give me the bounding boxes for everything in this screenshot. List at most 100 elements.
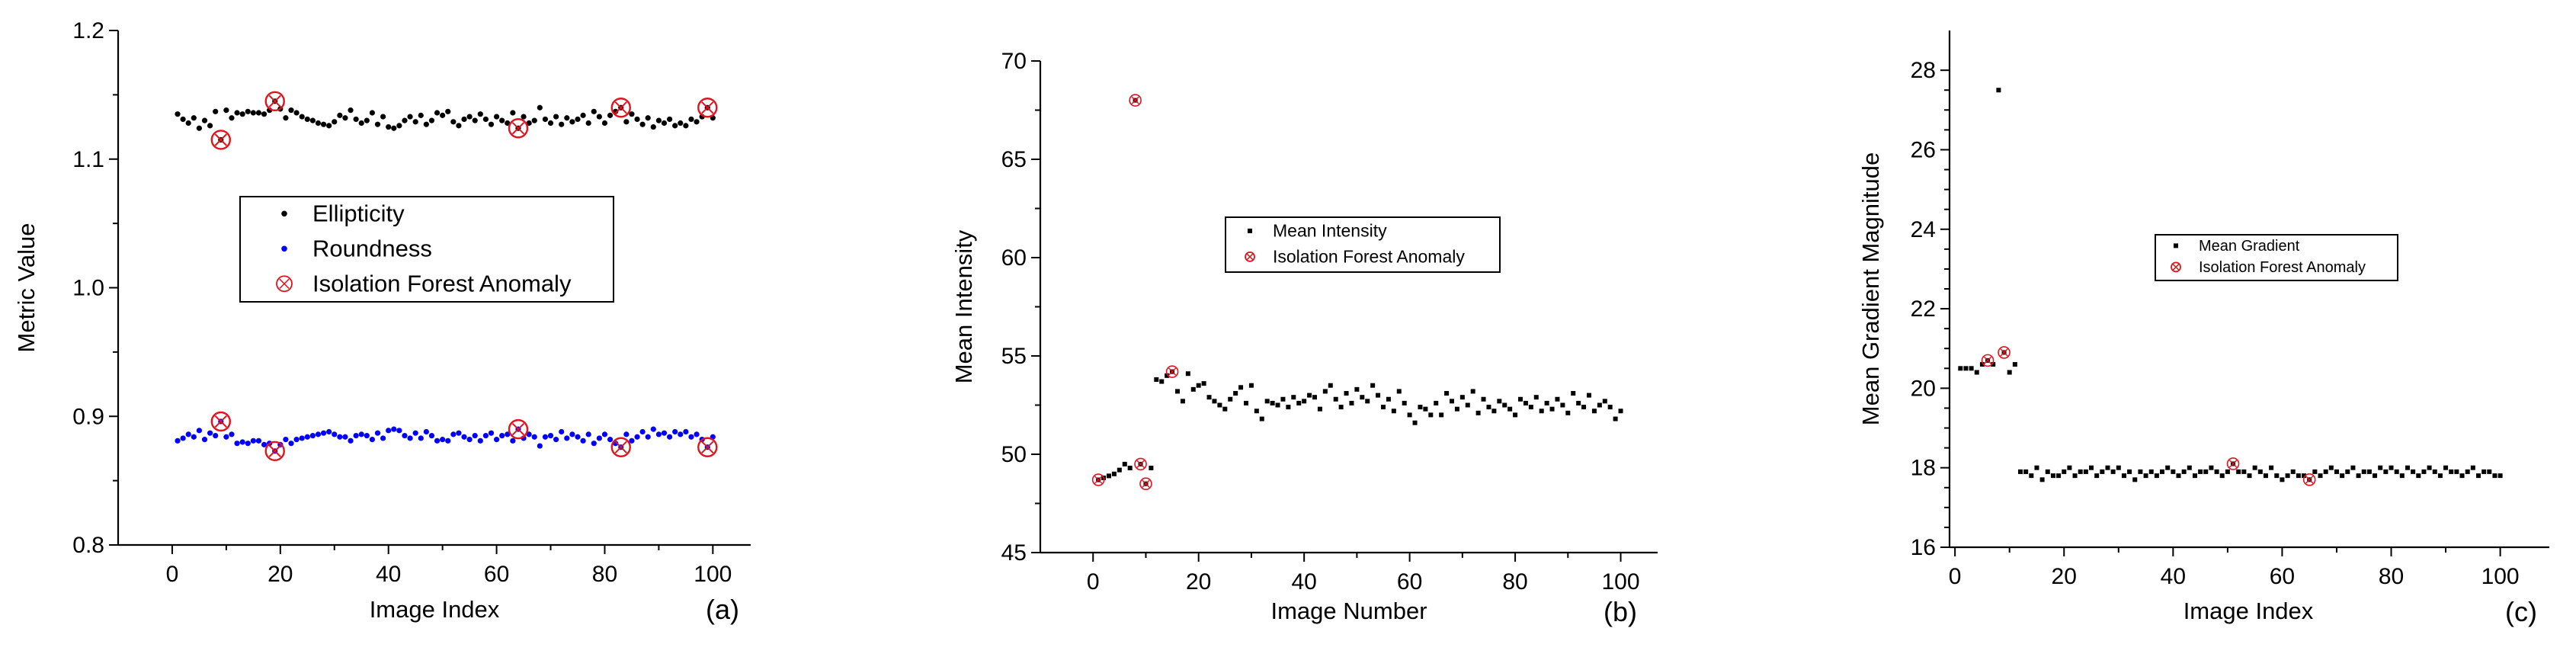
x-tick-label: 100: [2481, 564, 2520, 589]
data-point: [2454, 469, 2459, 474]
data-point: [304, 116, 310, 123]
data-point: [1497, 399, 1502, 404]
data-point: [559, 121, 565, 127]
data-point: [1296, 400, 1302, 405]
anomaly-marker: [1129, 94, 1142, 107]
data-point: [477, 111, 483, 117]
data-point: [1386, 396, 1391, 402]
data-point: [1370, 383, 1376, 388]
x-tick-label: 0: [1087, 569, 1100, 595]
data-point: [1149, 466, 1154, 471]
data-point: [180, 116, 186, 123]
data-point: [1513, 412, 1518, 418]
data-point: [591, 441, 597, 447]
anomaly-marker: [1165, 365, 1179, 378]
data-point: [2340, 473, 2345, 479]
data-point: [553, 114, 559, 120]
data-point: [591, 108, 597, 114]
data-point: [207, 430, 213, 436]
anomaly-marker: [1139, 477, 1152, 491]
y-axis-label: Metric Value: [13, 223, 40, 353]
y-tick-label: 55: [1001, 344, 1027, 369]
x-tick-label: 40: [1291, 569, 1316, 595]
data-point: [2214, 469, 2219, 474]
data-point: [629, 111, 635, 117]
panel-label: (a): [706, 594, 739, 625]
data-point: [493, 437, 500, 443]
data-point: [678, 120, 684, 127]
data-point: [477, 437, 483, 444]
legend-label: Mean Gradient: [2199, 238, 2300, 255]
data-point: [1444, 391, 1450, 396]
data-point: [1591, 409, 1597, 414]
data-point: [601, 431, 608, 437]
data-point: [2498, 473, 2503, 479]
data-point: [1107, 473, 1111, 479]
data-point: [386, 428, 392, 434]
data-point: [510, 110, 516, 116]
data-point: [1507, 406, 1513, 412]
data-point: [1528, 405, 1533, 410]
data-point: [309, 432, 316, 439]
data-point: [1576, 400, 1581, 405]
legend-anomaly-icon: [1245, 252, 1255, 262]
data-point: [423, 428, 429, 435]
data-point: [1185, 371, 1190, 377]
data-point: [380, 114, 386, 120]
data-point: [412, 119, 418, 125]
x-tick-label: 80: [592, 562, 617, 587]
legend-box: [239, 196, 614, 303]
data-point: [423, 121, 429, 127]
data-point: [1175, 389, 1180, 394]
data-point: [1217, 402, 1222, 408]
data-point: [180, 435, 186, 441]
data-point: [1376, 393, 1381, 398]
data-point: [1602, 399, 1607, 404]
x-tick-label: 60: [2270, 564, 2295, 589]
legend-box: [2155, 234, 2398, 281]
data-point: [650, 426, 656, 432]
legend-marker: [281, 245, 287, 252]
y-tick-label: 28: [1911, 58, 1936, 83]
data-point: [213, 108, 219, 114]
data-point: [634, 116, 640, 123]
data-point: [364, 117, 370, 123]
legend-label: Isolation Forest Anomaly: [2199, 259, 2366, 276]
data-point: [2148, 469, 2154, 474]
data-point: [499, 117, 505, 123]
data-point: [213, 432, 219, 439]
x-tick-label: 40: [376, 562, 401, 587]
data-point: [234, 441, 240, 447]
data-point: [2323, 469, 2328, 474]
data-point: [380, 435, 386, 441]
legend-label: Isolation Forest Anomaly: [1273, 247, 1465, 267]
y-tick-label: 50: [1001, 442, 1027, 467]
data-point: [185, 431, 191, 437]
data-point: [2290, 469, 2296, 474]
x-tick-label: 20: [2052, 564, 2077, 589]
data-point: [1454, 406, 1459, 412]
data-point: [1233, 391, 1238, 396]
data-point: [1360, 395, 1365, 400]
data-point: [2361, 469, 2366, 474]
y-axis-label: Mean Gradient Magnitude: [1857, 152, 1884, 425]
data-point: [564, 115, 570, 121]
x-tick-label: 80: [1502, 569, 1527, 595]
anomaly-marker: [2302, 473, 2316, 486]
data-point: [418, 435, 424, 441]
data-point: [1963, 366, 1969, 371]
x-tick-label: 20: [1186, 569, 1211, 595]
data-point: [320, 121, 327, 127]
data-point: [1122, 461, 1127, 466]
data-point: [304, 434, 310, 440]
data-point: [245, 108, 251, 114]
data-point: [1412, 420, 1418, 425]
data-point: [547, 120, 554, 127]
data-point: [645, 115, 651, 121]
data-point: [288, 441, 294, 447]
data-point: [175, 111, 181, 117]
data-point: [1154, 377, 1159, 382]
data-point: [391, 426, 397, 432]
legend-anomaly-icon: [2171, 261, 2181, 273]
x-axis-label: Image Index: [370, 596, 500, 623]
